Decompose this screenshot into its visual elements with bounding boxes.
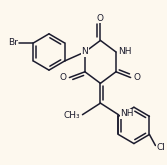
- Text: NH: NH: [120, 109, 134, 118]
- Text: Br: Br: [8, 38, 18, 47]
- Text: O: O: [97, 14, 104, 23]
- Text: NH: NH: [118, 47, 131, 56]
- Text: O: O: [134, 73, 141, 82]
- Text: O: O: [59, 73, 66, 82]
- Text: CH₃: CH₃: [63, 111, 80, 120]
- Text: Cl: Cl: [157, 143, 166, 152]
- Text: N: N: [81, 48, 88, 56]
